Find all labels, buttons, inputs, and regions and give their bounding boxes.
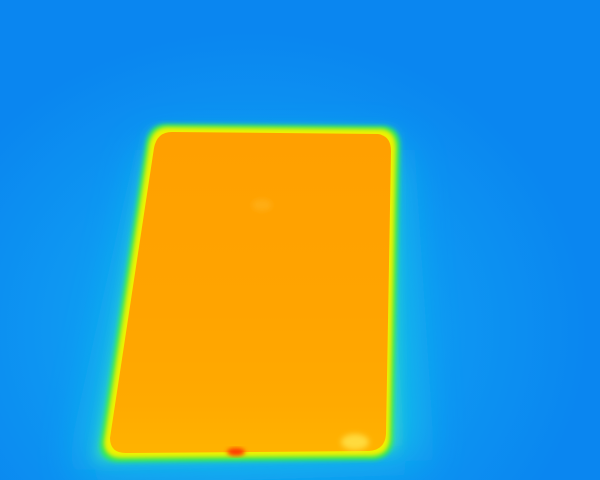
device-body — [110, 132, 391, 453]
faint-mark — [252, 199, 272, 211]
hot-spot — [227, 448, 245, 456]
warm-spot-bottom-right — [341, 434, 369, 450]
